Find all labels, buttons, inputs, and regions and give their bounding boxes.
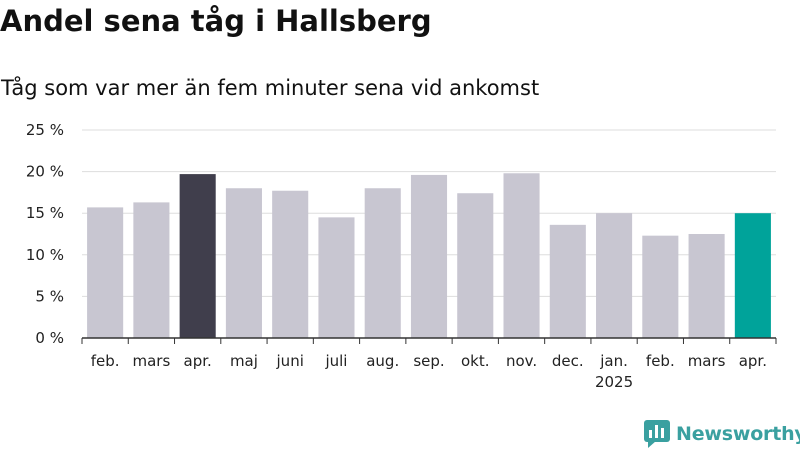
x-tick-label: nov. [506, 352, 537, 370]
bar [596, 213, 633, 338]
x-tick-label: sep. [413, 352, 444, 370]
chart-title: Andel sena tåg i Hallsberg [0, 4, 432, 38]
newsworthy-logo: Newsworthy [644, 420, 800, 448]
x-tick-label: okt. [461, 352, 490, 370]
bar [225, 188, 262, 338]
y-tick-label: 25 % [26, 121, 64, 139]
brand-name: Newsworthy [676, 423, 800, 445]
y-tick-label: 10 % [26, 246, 64, 264]
bar [503, 173, 540, 338]
bar [410, 174, 448, 338]
x-tick-label: juli [324, 352, 347, 370]
bar [457, 193, 494, 338]
x-tick-label: apr. [739, 352, 767, 370]
x-tick-label: maj [230, 352, 258, 370]
x-axis-tick-labels: feb. mars apr. maj juni juli aug. sep. okt. nov. d… [91, 352, 767, 391]
x-tick-label: feb. [91, 352, 120, 370]
bar [364, 188, 401, 338]
x-tick-label: feb. [646, 352, 675, 370]
y-tick-label: 5 % [35, 287, 64, 305]
x-tick-label: mars [133, 352, 171, 370]
bar [272, 190, 309, 338]
bar [179, 174, 216, 338]
bars [87, 173, 771, 338]
x-tick-label: jan. [599, 352, 628, 370]
x-tick-label: dec. [552, 352, 584, 370]
x-axis [81, 337, 777, 344]
x-tick-label: apr. [184, 352, 212, 370]
bar-chart-logo-icon [644, 420, 670, 448]
y-tick-label: 0 % [35, 329, 64, 347]
y-tick-label: 15 % [26, 204, 64, 222]
y-tick-label: 20 % [26, 163, 64, 181]
bar [734, 213, 771, 338]
x-year-label: 2025 [595, 373, 633, 391]
x-tick-label: aug. [366, 352, 399, 370]
chart-subtitle: Tåg som var mer än fem minuter sena vid … [1, 76, 540, 100]
x-tick-label: mars [688, 352, 726, 370]
bar [688, 234, 725, 338]
y-axis-tick-labels: 0 % 5 % 10 % 15 % 20 % 25 % [26, 121, 64, 347]
bar-chart: 0 %5 %10 %15 %20 %25 % feb. mars apr. maj ju… [26, 121, 777, 391]
bar [549, 224, 586, 338]
bar [318, 217, 355, 338]
x-tick-label: juni [276, 352, 304, 370]
bar [87, 207, 124, 338]
bar [133, 202, 170, 338]
bar [642, 235, 679, 338]
